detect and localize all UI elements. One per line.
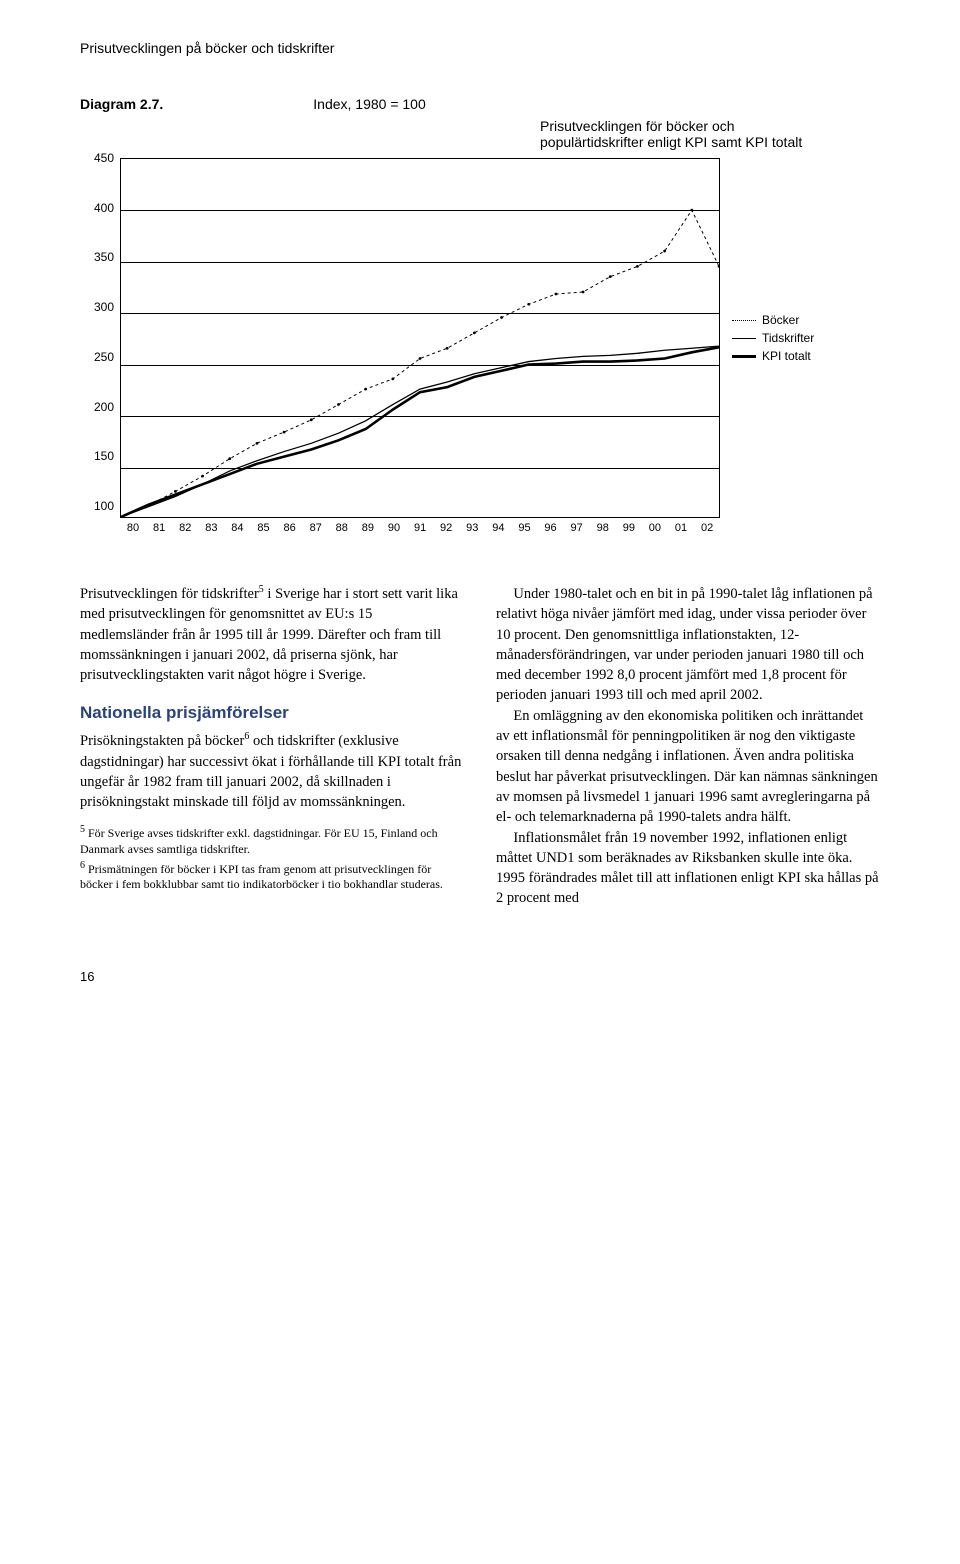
legend-swatch-tidskrifter [732,338,756,339]
footnote-6: 6 Prismätningen för böcker i KPI tas fra… [80,862,464,893]
series-bocker-marker [555,293,558,296]
series-bocker-marker [337,403,340,406]
x-tick-label: 95 [511,522,537,534]
diagram-index-label: Index, 1980 = 100 [313,96,426,112]
y-tick-label: 300 [94,301,114,313]
x-tick-label: 93 [459,522,485,534]
x-tick-label: 91 [407,522,433,534]
page-number: 16 [80,969,880,984]
series-kpi-totalt [121,347,719,517]
x-tick-label: 96 [538,522,564,534]
right-paragraph-3: Inflationsmålet från 19 november 1992, i… [496,828,880,909]
chart-lines-svg [121,159,719,517]
chart-plot-area [120,158,720,518]
gridline [121,468,719,469]
legend-label-bocker: Böcker [762,313,799,327]
y-tick-label: 450 [94,152,114,164]
series-bocker-marker [419,357,422,360]
legend-swatch-kpi [732,355,756,358]
series-bocker-marker [310,418,313,421]
series-bocker-marker [718,265,719,268]
series-bocker-marker [473,331,476,334]
column-left: Prisutvecklingen för tidskrifter5 i Sver… [80,584,464,909]
diagram-number: Diagram 2.7. [80,96,163,112]
x-tick-label: 92 [433,522,459,534]
x-tick-label: 98 [590,522,616,534]
legend-label-tidskrifter: Tidskrifter [762,331,814,345]
series-bocker-marker [283,431,286,434]
chart-y-axis: 450400350300250200150100 [80,158,120,518]
y-tick-label: 250 [94,351,114,363]
legend-swatch-bocker [732,320,756,321]
x-tick-label: 80 [120,522,146,534]
series-bocker-marker [582,291,585,294]
series-bocker [121,210,719,517]
chart-x-axis: 8081828384858687888990919293949596979899… [120,522,720,534]
series-tidskrifter [121,346,719,517]
x-tick-label: 82 [172,522,198,534]
legend-item-bocker: Böcker [732,313,880,327]
diagram-subtitle: Prisutvecklingen för böcker och populärt… [540,118,820,150]
diagram-block: Diagram 2.7. Index, 1980 = 100 Prisutvec… [80,96,880,534]
column-right: Under 1980-talet och en bit in på 1990-t… [496,584,880,909]
left-paragraph-2: Prisökningstakten på böcker6 och tidskri… [80,731,464,812]
x-tick-label: 88 [329,522,355,534]
y-tick-label: 200 [94,401,114,413]
x-tick-label: 83 [198,522,224,534]
chart-legend: Böcker Tidskrifter KPI totalt [720,313,880,367]
series-bocker-marker [446,347,449,350]
x-tick-label: 89 [355,522,381,534]
legend-item-kpi: KPI totalt [732,349,880,363]
x-tick-label: 97 [564,522,590,534]
series-bocker-marker [663,250,666,253]
gridline [121,262,719,263]
x-tick-label: 90 [381,522,407,534]
x-tick-label: 84 [224,522,250,534]
left-paragraph-1: Prisutvecklingen för tidskrifter5 i Sver… [80,584,464,685]
x-tick-label: 99 [616,522,642,534]
footnote-5: 5 För Sverige avses tidskrifter exkl. da… [80,826,464,857]
series-bocker-marker [636,265,639,268]
series-bocker-marker [527,303,530,306]
y-tick-label: 150 [94,450,114,462]
gridline [121,365,719,366]
series-bocker-marker [147,504,150,507]
section-heading-nationella: Nationella prisjämförelser [80,701,464,725]
series-bocker-marker [201,475,204,478]
y-tick-label: 350 [94,251,114,263]
right-paragraph-2: En omläggning av den ekonomiska politike… [496,706,880,828]
x-tick-label: 86 [277,522,303,534]
x-tick-label: 81 [146,522,172,534]
running-head: Prisutvecklingen på böcker och tidskrift… [80,40,880,56]
gridline [121,210,719,211]
series-bocker-marker [364,388,367,391]
x-tick-label: 94 [485,522,511,534]
x-tick-label: 02 [694,522,720,534]
gridline [121,313,719,314]
legend-label-kpi: KPI totalt [762,349,811,363]
x-tick-label: 01 [668,522,694,534]
legend-item-tidskrifter: Tidskrifter [732,331,880,345]
series-bocker-marker [256,442,259,445]
x-tick-label: 00 [642,522,668,534]
series-bocker-marker [391,378,394,381]
x-tick-label: 87 [303,522,329,534]
footnotes: 5 För Sverige avses tidskrifter exkl. da… [80,826,464,892]
series-bocker-marker [174,490,177,493]
gridline [121,416,719,417]
y-tick-label: 400 [94,202,114,214]
x-tick-label: 85 [250,522,276,534]
y-tick-label: 100 [94,500,114,512]
series-bocker-marker [609,275,612,278]
series-bocker-marker [500,316,503,319]
series-bocker-marker [228,457,231,460]
right-paragraph-1: Under 1980-talet och en bit in på 1990-t… [496,584,880,706]
